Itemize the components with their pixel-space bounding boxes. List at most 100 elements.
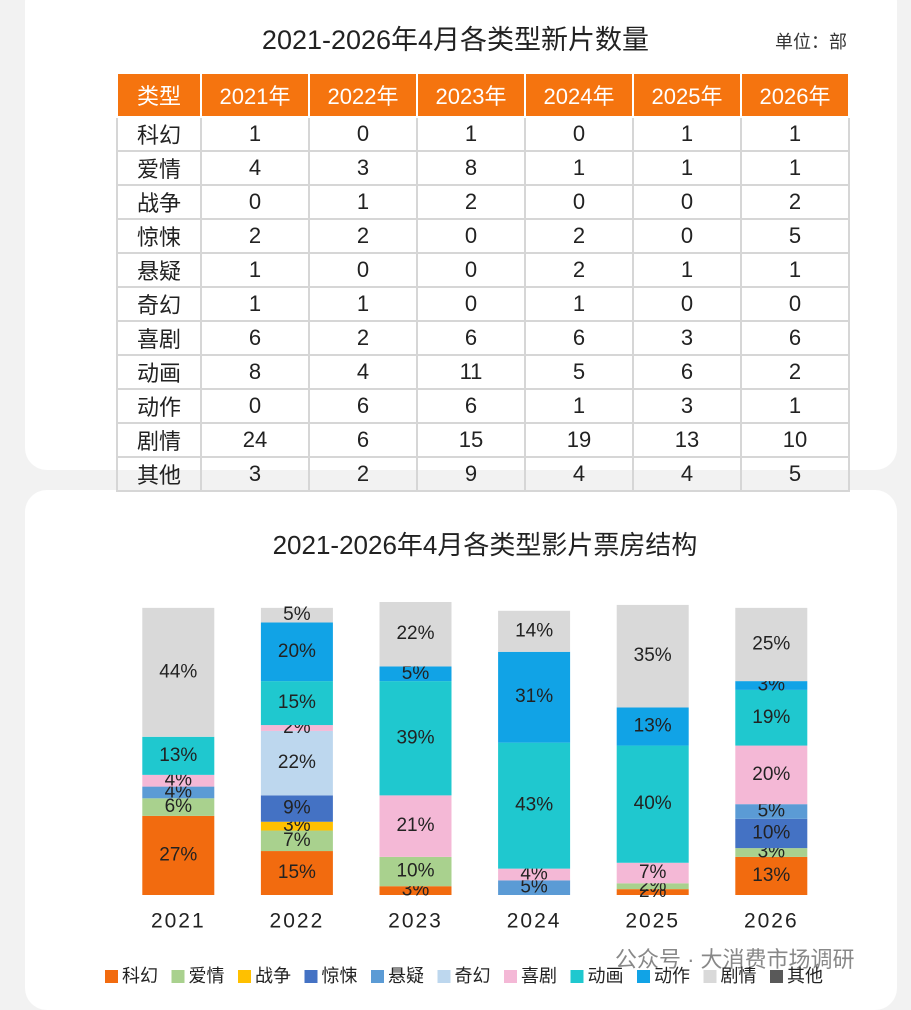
bar-segment <box>379 602 452 667</box>
table-cell: 19 <box>524 422 634 458</box>
table-row: 动画 8 4 11 5 6 2 <box>116 354 850 390</box>
bar-segment <box>498 880 571 895</box>
table-cell: 0 <box>632 286 742 322</box>
bar-segment <box>616 862 689 884</box>
legend-label: 惊悚 <box>322 966 358 986</box>
bar-segment <box>379 856 452 887</box>
legend-swatch <box>105 970 118 983</box>
table-row: 惊悚 2 2 0 2 0 5 <box>116 218 850 254</box>
bar-segment <box>379 681 452 796</box>
bar-segment <box>142 798 215 816</box>
table-cell: 2 <box>740 354 850 390</box>
data-label: 19% <box>752 707 790 728</box>
bar-segment <box>142 607 215 737</box>
data-label: 15% <box>278 862 316 883</box>
table-cell: 3 <box>632 320 742 356</box>
table-cell: 5 <box>740 456 850 492</box>
data-label: 44% <box>159 661 197 682</box>
table-cell: 1 <box>740 252 850 288</box>
data-label: 22% <box>396 623 434 644</box>
bar-segment <box>260 607 333 623</box>
table-cell: 4 <box>524 456 634 492</box>
table-cell: 1 <box>632 116 742 152</box>
table-cell: 0 <box>200 184 310 220</box>
data-label: 20% <box>752 764 790 785</box>
bar-segment <box>142 774 215 787</box>
header-cell: 2021年 <box>200 72 310 118</box>
header-row: 类型 2021年 2022年 2023年 2024年 2025年 2026年 <box>116 72 850 118</box>
table-cell: 0 <box>416 218 526 254</box>
table-cell: 1 <box>740 388 850 424</box>
bar-segment <box>142 786 215 799</box>
x-tick-label: 2022 <box>270 910 325 933</box>
table-cell: 战争 <box>116 184 202 220</box>
table-row: 其他 3 2 9 4 4 5 <box>116 456 850 492</box>
header-cell: 2024年 <box>524 72 634 118</box>
legend-label: 科幻 <box>122 966 158 986</box>
table-cell: 1 <box>740 150 850 186</box>
table-cell: 5 <box>740 218 850 254</box>
legend-swatch <box>570 970 584 983</box>
table-cell: 1 <box>200 116 310 152</box>
table-cell: 动作 <box>116 388 202 424</box>
header-cell: 2026年 <box>740 72 850 118</box>
table-cell: 5 <box>524 354 634 390</box>
data-label: 25% <box>752 634 790 655</box>
table-cell: 8 <box>416 150 526 186</box>
bar-segment <box>498 651 571 743</box>
data-label: 43% <box>515 795 553 816</box>
table-cell: 4 <box>308 354 418 390</box>
table-cell: 1 <box>524 286 634 322</box>
table-cell: 惊悚 <box>116 218 202 254</box>
table-cell: 0 <box>200 388 310 424</box>
table-cell: 6 <box>524 320 634 356</box>
bar-segment <box>498 610 571 652</box>
table-row: 科幻 1 0 1 0 1 1 <box>116 116 850 152</box>
data-label: 15% <box>278 692 316 713</box>
table-cell: 1 <box>200 252 310 288</box>
table-cell: 2 <box>308 456 418 492</box>
legend-swatch <box>371 970 384 983</box>
table-row: 喜剧 6 2 6 6 3 6 <box>116 320 850 356</box>
data-label: 7% <box>283 830 311 851</box>
header-cell: 类型 <box>116 72 202 118</box>
bar-segment <box>735 689 808 746</box>
table-cell: 0 <box>308 116 418 152</box>
bar-segment <box>142 736 215 775</box>
legend-swatch <box>770 970 783 983</box>
data-label: 6% <box>165 796 193 817</box>
table-cell: 6 <box>416 320 526 356</box>
x-tick-label: 2025 <box>625 910 680 933</box>
table-cell: 1 <box>308 184 418 220</box>
bar-segment <box>260 730 333 796</box>
x-tick-label: 2024 <box>507 910 562 933</box>
header-cell: 2022年 <box>308 72 418 118</box>
table-cell: 1 <box>632 252 742 288</box>
data-label: 7% <box>639 862 667 883</box>
x-tick-label: 2026 <box>744 910 799 933</box>
table-cell: 爱情 <box>116 150 202 186</box>
legend-label: 动画 <box>588 966 624 986</box>
table-cell: 6 <box>308 422 418 458</box>
table-cell: 1 <box>308 286 418 322</box>
table-row: 剧情 24 6 15 19 13 10 <box>116 422 850 458</box>
bar-segment <box>498 742 571 869</box>
bar-segment <box>142 815 215 895</box>
table-cell: 1 <box>200 286 310 322</box>
data-label: 9% <box>283 798 311 819</box>
unit-label: 单位：部 <box>775 32 847 52</box>
data-label: 40% <box>634 793 672 814</box>
x-tick-label: 2021 <box>151 910 206 933</box>
table-cell: 科幻 <box>116 116 202 152</box>
data-label: 13% <box>159 745 197 766</box>
table-cell: 2 <box>740 184 850 220</box>
bar-segment <box>260 725 333 731</box>
bar-segment <box>379 795 452 857</box>
table-row: 悬疑 1 0 0 2 1 1 <box>116 252 850 288</box>
bar-segment <box>260 830 333 852</box>
bar-segment <box>735 818 808 849</box>
bar-segment <box>260 681 333 726</box>
table-cell: 2 <box>200 218 310 254</box>
table-cell: 2 <box>524 252 634 288</box>
